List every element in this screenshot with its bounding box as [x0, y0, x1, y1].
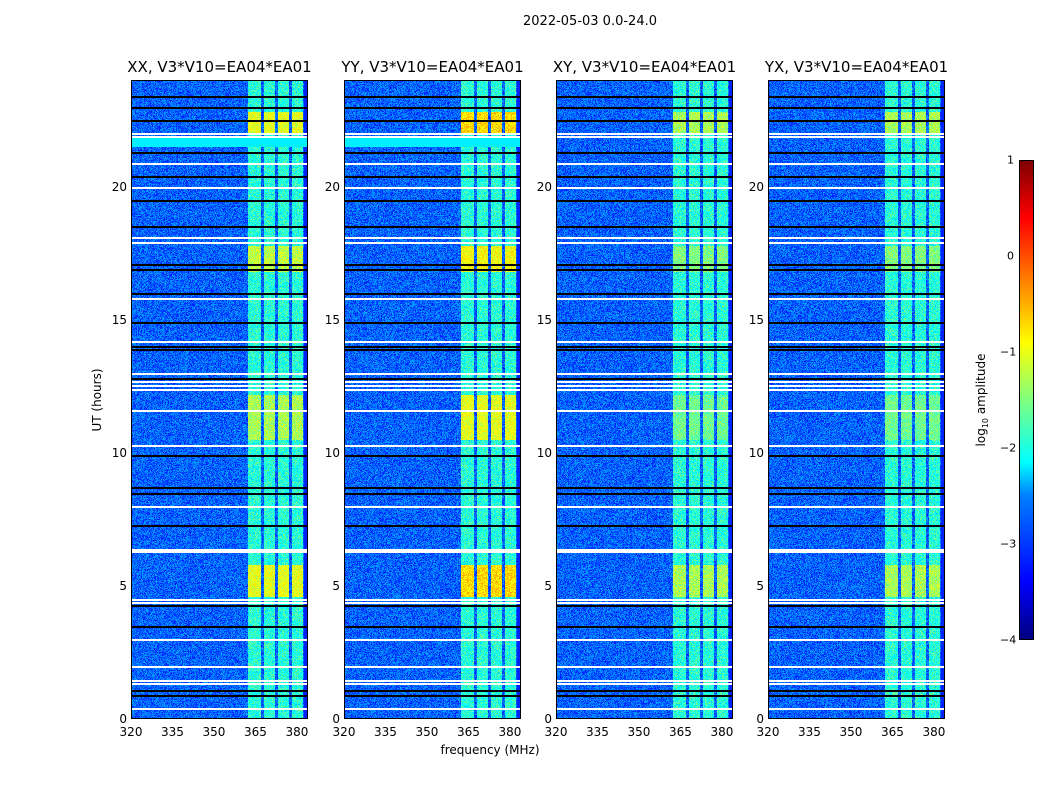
y-tick-label: 5 [332, 578, 340, 593]
x-tick-label: 350 [627, 725, 651, 739]
x-tick-label: 320 [119, 725, 143, 739]
y-tick-label: 5 [119, 578, 127, 593]
x-tick-label: 335 [586, 725, 609, 739]
colorbar-tick-label: −2 [1000, 441, 1017, 455]
y-tick-label: 5 [756, 578, 764, 593]
y-tick-label: 20 [536, 179, 552, 194]
colorbar-tick-label: −4 [1000, 633, 1017, 647]
y-tick-label: 10 [111, 445, 127, 460]
y-tick-label: 0 [119, 712, 127, 726]
panel-4: YX, V3*V10=EA04*EA01 320 335 350 365 380 0 5 10 1… [749, 58, 948, 739]
panel-title: XX, V3*V10=EA04*EA01 [127, 58, 312, 76]
x-tick-label: 365 [881, 725, 904, 739]
panel-1: XX, V3*V10=EA04*EA01 320 335 350 365 380 0 5 10 1… [112, 58, 312, 739]
colorbar-tick-label: 0 [1007, 249, 1014, 263]
y-tick-label: 0 [544, 712, 552, 726]
y-tick-label: 10 [536, 445, 552, 460]
x-tick-label: 350 [202, 725, 226, 739]
x-tick-label: 320 [332, 725, 356, 739]
y-tick-label: 20 [748, 179, 764, 194]
x-tick-label: 320 [756, 725, 780, 739]
heatmap [556, 80, 733, 719]
panel-2: YY, V3*V10=EA04*EA01 320 335 350 365 380 0 5 10 1… [325, 58, 524, 739]
x-tick-label: 365 [669, 725, 692, 739]
y-tick-label: 20 [324, 179, 340, 194]
heatmap [344, 80, 521, 719]
colorbar [1019, 160, 1034, 640]
x-tick-label: 380 [285, 725, 309, 739]
heatmap [768, 80, 945, 719]
y-tick-label: 15 [536, 312, 552, 327]
y-axis-label: UT (hours) [90, 368, 104, 432]
y-tick-label: 0 [332, 712, 340, 726]
heatmap [131, 80, 308, 719]
x-tick-label: 335 [161, 725, 184, 739]
y-tick-label: 15 [748, 312, 764, 327]
figure-title: 2022-05-03 0.0-24.0 [523, 14, 657, 29]
colorbar-tick-label: −1 [1000, 345, 1017, 359]
colorbar-label: log10 amplitude [973, 353, 991, 447]
x-tick-label: 380 [710, 725, 734, 739]
x-tick-label: 350 [839, 725, 863, 739]
x-tick-label: 335 [374, 725, 397, 739]
x-tick-label: 365 [244, 725, 267, 739]
colorbar-tick-label: −3 [1000, 537, 1017, 551]
x-tick-label: 335 [798, 725, 821, 739]
x-tick-label: 350 [415, 725, 439, 739]
y-tick-label: 5 [544, 578, 552, 593]
x-tick-label: 380 [922, 725, 946, 739]
panel-title: YY, V3*V10=EA04*EA01 [341, 58, 524, 76]
y-tick-label: 10 [748, 445, 764, 460]
y-tick-label: 20 [111, 179, 127, 194]
y-tick-label: 10 [324, 445, 340, 460]
panel-3: XY, V3*V10=EA04*EA01 320 335 350 365 380 0 5 10 1… [537, 58, 736, 739]
colorbar-tick-label: 1 [1007, 153, 1014, 167]
panel-title: YX, V3*V10=EA04*EA01 [764, 58, 949, 76]
x-tick-label: 380 [498, 725, 522, 739]
panel-title: XY, V3*V10=EA04*EA01 [552, 58, 737, 76]
x-axis-label: frequency (MHz) [440, 743, 540, 757]
y-tick-label: 15 [324, 312, 340, 327]
y-tick-label: 0 [756, 712, 764, 726]
x-tick-label: 320 [544, 725, 568, 739]
x-tick-label: 365 [457, 725, 480, 739]
y-tick-label: 15 [111, 312, 127, 327]
